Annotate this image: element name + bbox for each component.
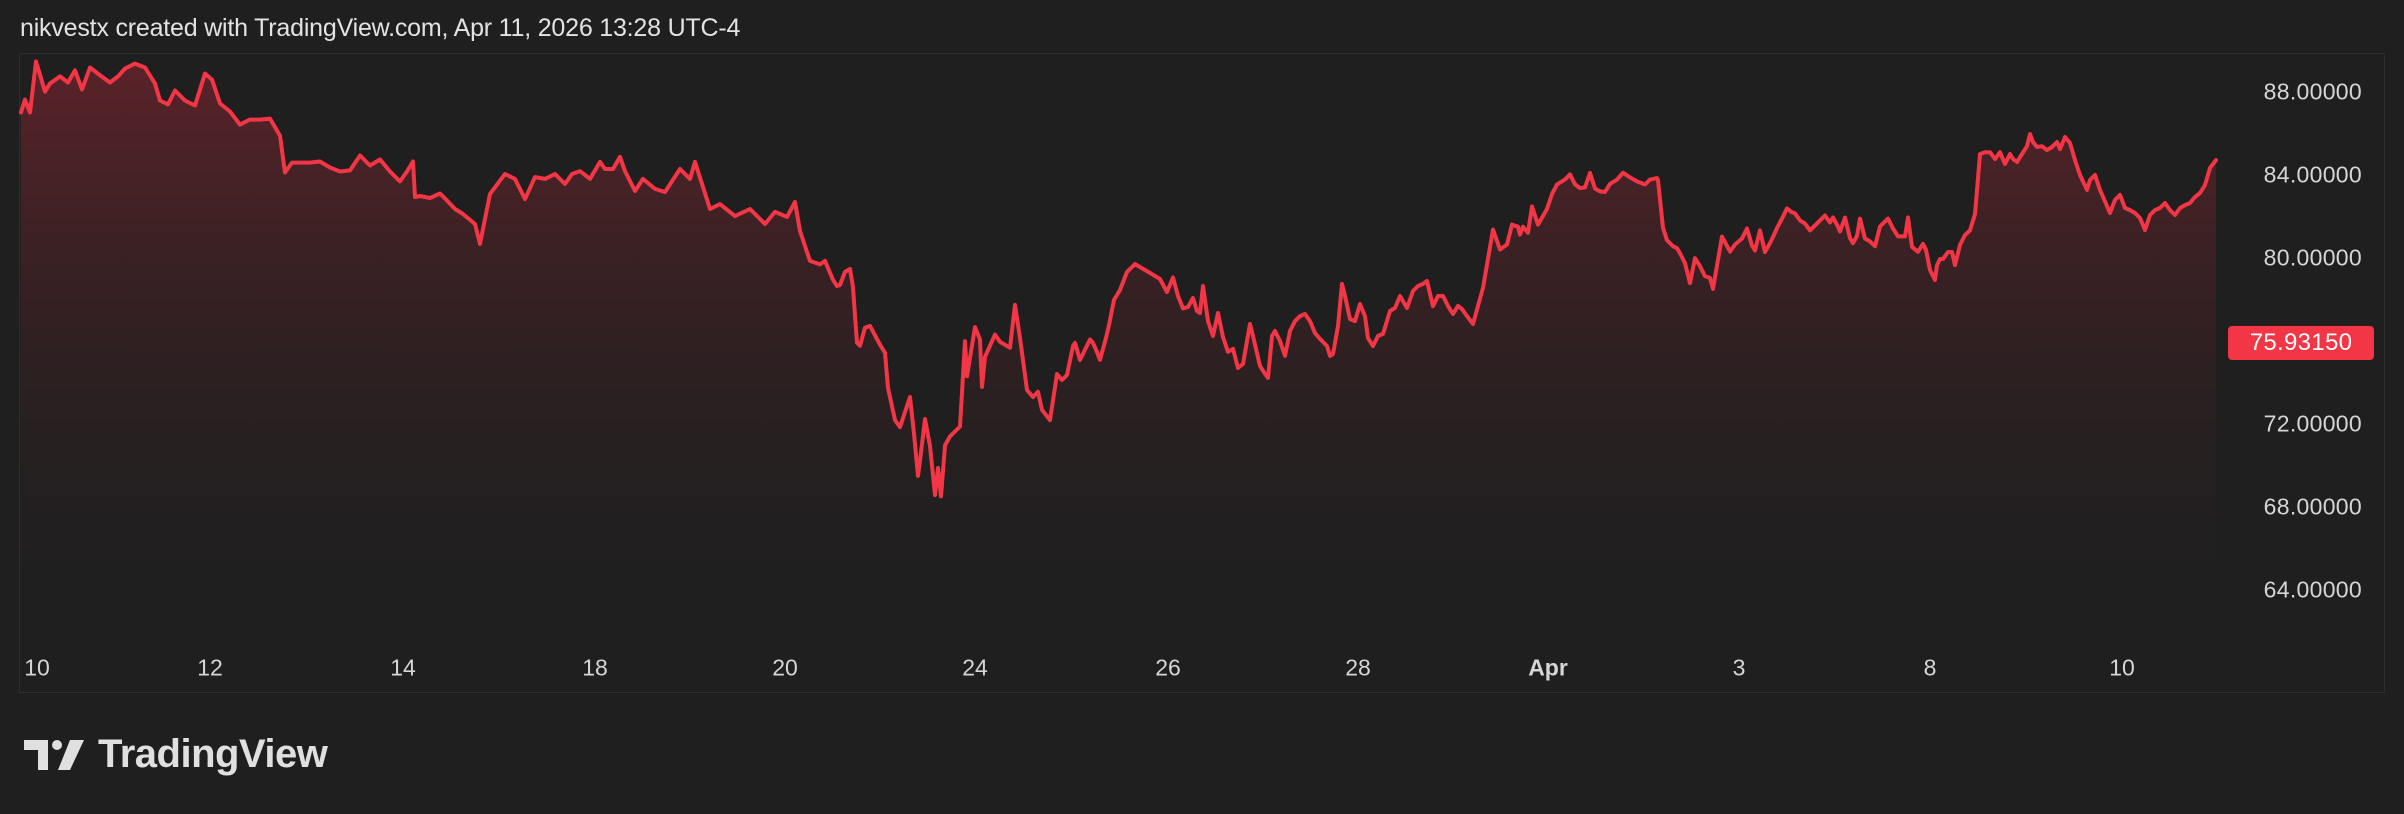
time-axis-label: 28 xyxy=(1345,654,1371,681)
time-axis-label: 10 xyxy=(24,654,50,681)
tradingview-logo[interactable]: TradingView xyxy=(24,732,328,777)
price-axis-label: 72.00000 xyxy=(2263,410,2362,437)
price-area-fill xyxy=(21,61,2216,692)
time-axis-label: 3 xyxy=(1732,654,1746,681)
price-axis-label: 68.00000 xyxy=(2263,493,2362,520)
last-price-badge: 75.93150 xyxy=(2228,326,2374,360)
time-axis-label: Apr xyxy=(1528,654,1568,681)
price-axis-label: 84.00000 xyxy=(2263,161,2362,188)
price-axis-label: 64.00000 xyxy=(2263,576,2362,603)
price-axis-label: 80.00000 xyxy=(2263,244,2362,271)
time-axis-label: 14 xyxy=(390,654,416,681)
price-axis-label: 88.00000 xyxy=(2263,78,2362,105)
time-axis-label: 8 xyxy=(1923,654,1937,681)
time-axis-label: 18 xyxy=(582,654,608,681)
time-axis-label: 20 xyxy=(772,654,798,681)
tradingview-logo-text: TradingView xyxy=(98,732,328,776)
last-price-value: 75.93150 xyxy=(2249,329,2353,356)
price-line xyxy=(19,59,2218,499)
time-axis-label: 12 xyxy=(197,654,223,681)
time-axis-label: 24 xyxy=(962,654,988,681)
time-axis-label: 10 xyxy=(2109,654,2135,681)
attribution-header: nikvestx created with TradingView.com, A… xyxy=(20,14,741,42)
chart-frame xyxy=(19,53,2385,693)
time-axis-label: 26 xyxy=(1155,654,1181,681)
tradingview-logo-icon xyxy=(24,739,84,770)
